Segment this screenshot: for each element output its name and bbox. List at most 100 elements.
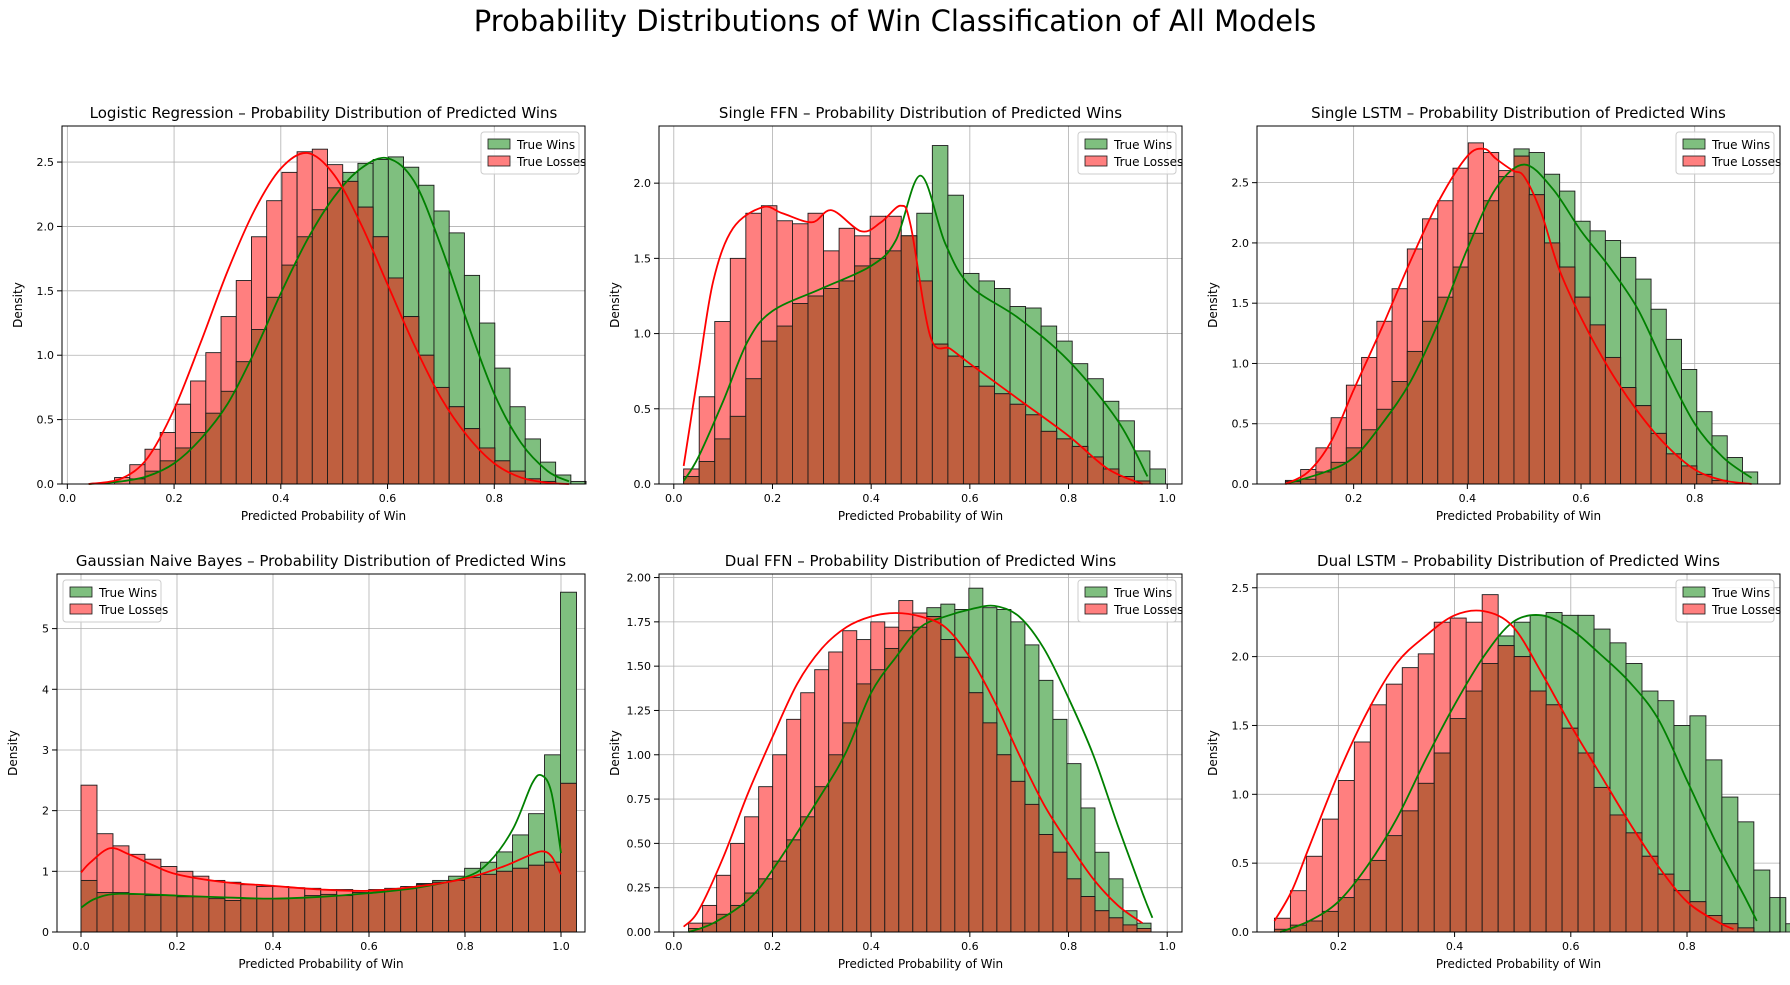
y-tick-label: 2.0 bbox=[1232, 237, 1250, 250]
bar-overlap bbox=[174, 447, 192, 485]
bar-overlap bbox=[176, 896, 194, 933]
bar-overlap bbox=[128, 893, 146, 933]
bar-overlap bbox=[698, 460, 716, 485]
y-tick-label: 0.5 bbox=[1232, 857, 1250, 870]
y-tick-label: 1.0 bbox=[634, 328, 652, 341]
bars bbox=[1273, 594, 1790, 933]
legend-swatch-true-wins bbox=[1084, 138, 1108, 150]
bar-overlap bbox=[352, 892, 370, 933]
chart-svg: 0.0 0.2 0.4 0.6 0.8 1.0 0.00 0.25 0.50 0.75 1.00 1.… bbox=[608, 552, 1183, 971]
legend-label: True Wins bbox=[98, 586, 157, 600]
chart-panel-6: 0.2 0.4 0.6 0.8 0.0 0.5 1.0 1.5 2.0 2.5 Predicted … bbox=[1197, 544, 1790, 980]
plot-frame bbox=[56, 573, 586, 933]
x-tick-label: 1.0 bbox=[1158, 940, 1176, 953]
bar-overlap bbox=[1543, 242, 1561, 485]
bar-overlap bbox=[327, 187, 344, 485]
bars bbox=[688, 587, 1152, 933]
kde-line-true-losses bbox=[683, 612, 1144, 928]
bar-overlap bbox=[1625, 832, 1643, 933]
bar-overlap bbox=[854, 265, 871, 485]
chart-title: Single LSTM – Probability Distribution o… bbox=[1311, 104, 1726, 122]
bar-overlap bbox=[744, 892, 760, 933]
bar-true-wins bbox=[1737, 821, 1755, 933]
bar-overlap bbox=[1066, 878, 1082, 933]
bar-overlap bbox=[1009, 403, 1027, 485]
bar-overlap bbox=[1038, 834, 1054, 933]
bar-overlap bbox=[320, 893, 338, 933]
bar-overlap bbox=[418, 354, 435, 485]
bar-overlap bbox=[962, 366, 980, 485]
bar-overlap bbox=[528, 864, 545, 933]
y-tick-label: 1.5 bbox=[1232, 297, 1250, 310]
bar-true-wins bbox=[1705, 759, 1723, 933]
kde-line-true-wins bbox=[80, 773, 562, 909]
x-tick-label: 0.4 bbox=[272, 492, 290, 505]
bar-overlap bbox=[256, 898, 274, 933]
x-tick-label: 0.6 bbox=[961, 492, 979, 505]
bar-overlap bbox=[463, 428, 481, 485]
bar-overlap bbox=[1737, 927, 1755, 933]
chart-panel-3: 0.2 0.4 0.6 0.8 0.0 0.5 1.0 1.5 2.0 2.5 Predicted … bbox=[1197, 96, 1788, 532]
legend-label: True Wins bbox=[1113, 138, 1172, 152]
bar-overlap bbox=[885, 250, 902, 485]
x-tick-label: 0.8 bbox=[456, 940, 474, 953]
bar-overlap bbox=[823, 288, 840, 485]
x-tick-label: 0.2 bbox=[165, 492, 183, 505]
chart-svg: 0.2 0.4 0.6 0.8 0.0 0.5 1.0 1.5 2.0 2.5 Predicted … bbox=[1206, 552, 1790, 971]
bar-true-wins bbox=[1696, 411, 1713, 485]
y-tick-label: 2 bbox=[42, 805, 49, 818]
y-tick-label: 4 bbox=[42, 683, 49, 696]
plot-frame bbox=[1256, 573, 1781, 933]
bar-overlap bbox=[416, 884, 434, 933]
bar-overlap bbox=[96, 892, 114, 933]
x-tick-label: 0.4 bbox=[862, 492, 880, 505]
bar-overlap bbox=[1321, 910, 1339, 933]
bar-overlap bbox=[400, 887, 418, 933]
bar-overlap bbox=[1071, 445, 1089, 485]
bar-overlap bbox=[1417, 782, 1435, 933]
bar-overlap bbox=[800, 816, 816, 933]
chart-title: Single FFN – Probability Distribution of… bbox=[719, 104, 1122, 122]
x-tick-label: 0.0 bbox=[72, 940, 90, 953]
legend-swatch-true-wins bbox=[69, 586, 93, 598]
bar-overlap bbox=[1024, 803, 1040, 933]
bar-overlap bbox=[994, 393, 1011, 485]
bar-overlap bbox=[1385, 835, 1403, 933]
y-tick-label: 0.25 bbox=[627, 882, 652, 895]
bar-overlap bbox=[745, 378, 762, 485]
bar-overlap bbox=[926, 616, 942, 933]
chart-title: Dual LSTM – Probability Distribution of … bbox=[1317, 552, 1720, 570]
bar-overlap bbox=[496, 870, 514, 933]
y-tick-label: 0.00 bbox=[627, 926, 652, 939]
bar-overlap bbox=[1593, 786, 1611, 933]
y-tick-label: 1.50 bbox=[627, 660, 652, 673]
bar-true-wins bbox=[1118, 420, 1135, 485]
bar-true-wins bbox=[1149, 468, 1166, 485]
x-tick-label: 0.6 bbox=[1562, 940, 1580, 953]
y-tick-label: 1 bbox=[42, 865, 49, 878]
x-tick-label: 0.8 bbox=[1060, 492, 1078, 505]
legend-swatch-true-wins bbox=[1682, 586, 1706, 598]
x-tick-label: 0.6 bbox=[379, 492, 397, 505]
bar-overlap bbox=[281, 264, 298, 485]
legend-label: True Wins bbox=[516, 138, 575, 152]
bar-overlap bbox=[1040, 430, 1058, 485]
y-tick-label: 0.75 bbox=[627, 793, 652, 806]
bar-overlap bbox=[1497, 645, 1515, 933]
bar-overlap bbox=[1574, 296, 1591, 485]
bar-overlap bbox=[448, 879, 466, 933]
legend-label: True Wins bbox=[1711, 586, 1770, 600]
y-tick-label: 0.0 bbox=[1232, 478, 1250, 491]
bar-overlap bbox=[940, 639, 956, 933]
y-tick-label: 2.5 bbox=[1232, 582, 1250, 595]
bar-overlap bbox=[1010, 780, 1026, 933]
legend: True Wins True Losses bbox=[480, 131, 586, 175]
bar-overlap bbox=[240, 898, 258, 933]
y-axis-label: Density bbox=[608, 730, 622, 776]
legend: True Wins True Losses bbox=[1675, 579, 1781, 623]
legend-label: True Losses bbox=[1711, 603, 1781, 617]
y-tick-label: 0.0 bbox=[1232, 926, 1250, 939]
bar-overlap bbox=[272, 898, 290, 933]
y-axis-label: Density bbox=[608, 282, 622, 328]
bar-overlap bbox=[208, 898, 226, 933]
